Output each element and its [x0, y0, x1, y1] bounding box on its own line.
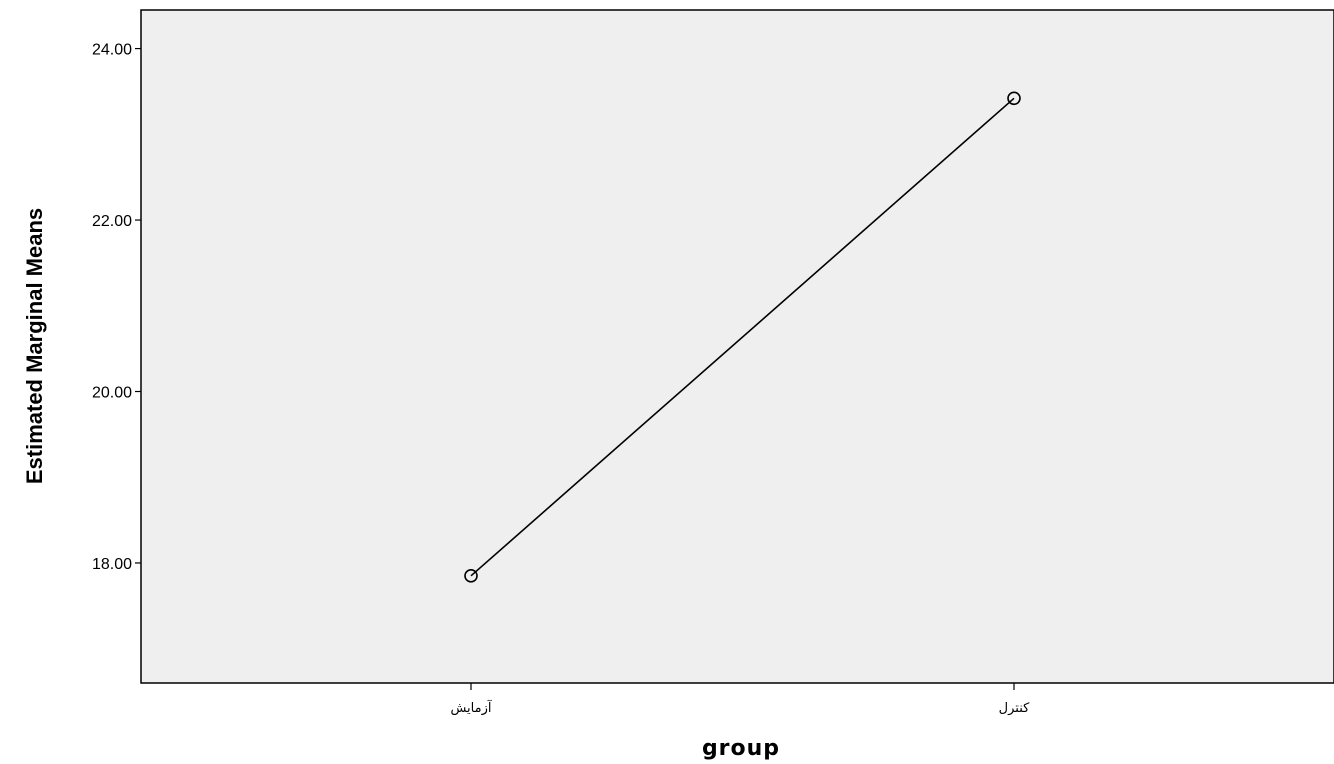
- series-line: [470, 97, 1015, 577]
- x-axis-title: group: [702, 736, 780, 761]
- y-axis: 18.00 20.00 22.00 24.00: [92, 42, 141, 573]
- series-layer: [464, 91, 1021, 583]
- y-tick-label: 22.00: [92, 213, 132, 230]
- data-point: [464, 569, 478, 583]
- x-axis: آزمایش کنترل: [450, 683, 1030, 716]
- data-point: [1007, 91, 1021, 106]
- y-axis-title: Estimated Marginal Means: [22, 208, 47, 484]
- y-tick-label: 24.00: [92, 42, 132, 59]
- plot-area: [140, 9, 1334, 684]
- y-tick-label: 20.00: [92, 385, 132, 402]
- x-tick-label: کنترل: [999, 701, 1030, 716]
- x-tick-label: آزمایش: [450, 699, 492, 716]
- y-tick-label: 18.00: [92, 556, 132, 573]
